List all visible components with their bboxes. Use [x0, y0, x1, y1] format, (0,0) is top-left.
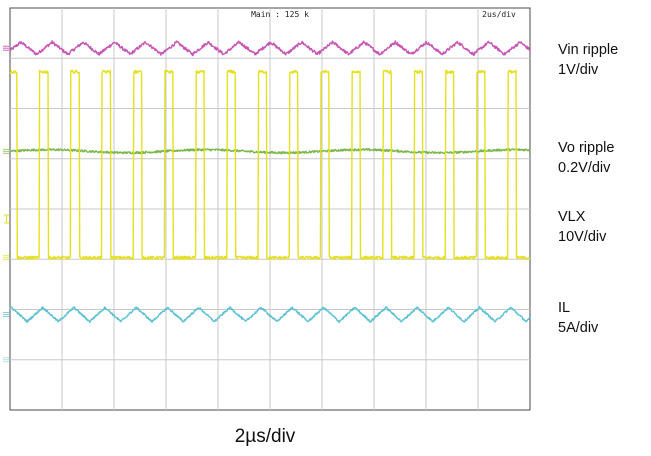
channel-name: Vo ripple [558, 140, 615, 156]
trace-vlx [9, 69, 531, 260]
trigger-level-icon [4, 214, 9, 224]
trace-vin-ripple [9, 40, 531, 57]
channel-name: IL [558, 300, 571, 316]
channel-label-vin: Vin ripple 1V/div [558, 40, 618, 80]
trace-vo-ripple [9, 148, 531, 155]
channel-label-vo: Vo ripple 0.2V/div [558, 138, 614, 178]
channel-label-il: IL 5A/div [558, 298, 598, 338]
trace-group [9, 40, 531, 324]
math-marker-icon [3, 357, 9, 363]
channel-name: VLX [558, 209, 586, 225]
ground-marker-icon [3, 45, 9, 51]
channel-scale: 5A/div [558, 320, 599, 336]
channel-scale: 1V/div [558, 62, 599, 78]
channel-markers [3, 45, 9, 363]
channel-scale: 0.2V/div [558, 160, 611, 176]
channel-label-vlx: VLX 10V/div [558, 207, 606, 247]
ground-marker-icon [3, 148, 9, 154]
ground-marker-icon [3, 255, 9, 261]
ground-marker-icon [3, 312, 9, 317]
trace-il [9, 305, 531, 324]
oscilloscope-plot: Main : 125 k 2us/div [3, 7, 531, 411]
timebase-readout: 2us/div [482, 10, 516, 19]
channel-name: Vin ripple [558, 42, 619, 58]
channel-scale: 10V/div [558, 229, 607, 245]
main-sample-label: Main : 125 k [251, 10, 309, 19]
timebase-label: 2µs/div [234, 426, 296, 447]
